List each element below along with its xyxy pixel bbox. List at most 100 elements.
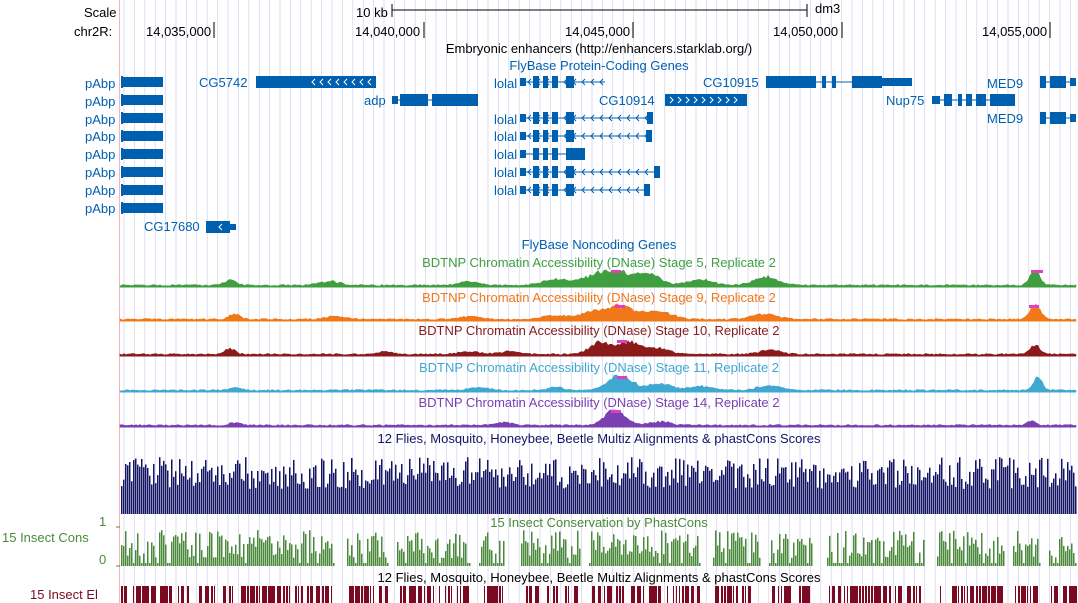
multiz-bar [771,485,773,514]
track-title-dnase-stage5[interactable]: BDTNP Chromatin Accessibility (DNase) St… [422,255,776,270]
multiz-bar [181,473,183,514]
conserved-element [445,586,446,603]
multiz-bar [1075,486,1077,514]
conserved-element [241,586,244,603]
gene-exon [533,112,539,124]
multiz-bar [925,477,927,514]
gene-label-med9[interactable]: MED9 [987,111,1024,126]
gene-label-cg10915[interactable]: CG10915 [703,75,759,90]
multiz-bar [293,459,295,514]
multiz-bar [639,459,641,514]
conserved-element [322,586,324,603]
gene-label-lolal[interactable]: lolal [494,129,518,144]
phastcons-bar [729,549,731,566]
gene-strand-arrow [635,114,640,122]
phastcons-bar [613,534,615,566]
conserved-element [415,586,416,603]
gene-label-cg5742[interactable]: CG5742 [199,75,248,90]
phastcons-bar [425,563,427,566]
gene-label-lolal[interactable]: lolal [494,147,518,162]
phastcons-bar [573,554,575,566]
track-title-dnase-stage14[interactable]: BDTNP Chromatin Accessibility (DNase) St… [418,395,780,410]
gene-label-pabp[interactable]: pAbp [85,76,116,91]
track-title-multiz[interactable]: 12 Flies, Mosquito, Honeybee, Beetle Mul… [377,431,821,446]
gene-label-pabp[interactable]: pAbp [85,94,116,109]
multiz-bar [841,469,843,514]
phastcons-bar [533,543,535,566]
multiz-bar [865,460,867,514]
multiz-bar [1031,474,1033,514]
conserved-element [745,586,746,603]
phastcons-bar [921,563,923,566]
conserved-element [643,586,644,603]
gene-label-cg17680[interactable]: CG17680 [144,219,200,234]
phastcons-bar [367,538,369,566]
gene-label-pabp[interactable]: pAbp [85,147,116,162]
multiz-bar [737,468,739,514]
multiz-bar [975,460,977,514]
gene-strand-arrow [617,186,622,194]
conserved-element [1057,586,1058,603]
conserved-element [598,586,601,603]
gene-exon [533,184,539,196]
phastcons-bar [1023,563,1025,566]
conserved-element [133,586,134,603]
multiz-bar [515,477,517,514]
track-title-dnase-stage9[interactable]: BDTNP Chromatin Accessibility (DNase) St… [422,290,776,305]
gene-strand-arrow [367,78,372,86]
conserved-element [274,586,275,603]
conserved-element [385,586,388,603]
conserved-element [430,586,431,603]
phastcons-bar [303,531,305,566]
gene-label-pabp[interactable]: pAbp [85,129,116,144]
gene-label-cg10914[interactable]: CG10914 [599,93,655,108]
gene-label-pabp[interactable]: pAbp [85,201,116,216]
phastcons-bar [405,563,407,566]
gene-label-adp[interactable]: adp [364,93,386,108]
phastcons-bar [749,563,751,566]
phastcons-bar [597,532,599,566]
phastcons-bar [325,542,327,566]
phastcons-bar [357,533,359,566]
gene-label-nup75[interactable]: Nup75 [886,93,925,108]
multiz-bar [649,487,651,514]
multiz-bar [701,481,703,514]
gene-label-lolal[interactable]: lolal [494,183,518,198]
gene-label-lolal[interactable]: lolal [494,76,518,91]
track-title-enhancers[interactable]: Embryonic enhancers (http://enhancers.st… [445,41,753,56]
side-label-insect-el[interactable]: 15 Insect El [30,587,98,602]
multiz-bar [987,479,989,514]
conserved-element [136,586,139,603]
track-title-multiz-2[interactable]: 12 Flies, Mosquito, Honeybee, Beetle Mul… [377,570,821,585]
multiz-bar [727,460,729,514]
phastcons-bar [441,557,443,566]
phastcons-bar [537,538,539,566]
phastcons-bar [319,553,321,566]
track-title-dnase-stage11[interactable]: BDTNP Chromatin Accessibility (DNase) St… [418,360,780,375]
track-title-dnase-stage10[interactable]: BDTNP Chromatin Accessibility (DNase) St… [418,323,780,338]
track-title-phastcons[interactable]: 15 Insect Conservation by PhastCons [490,515,708,530]
gene-label-pabp[interactable]: pAbp [85,112,116,127]
gene-label-lolal[interactable]: lolal [494,112,518,127]
multiz-bar [1061,458,1063,514]
phastcons-bar [203,557,205,566]
phastcons-bar [805,545,807,566]
multiz-bar [251,470,253,514]
phastcons-bar [987,555,989,566]
conserved-element [466,586,469,603]
track-title-noncoding-genes[interactable]: FlyBase Noncoding Genes [521,237,677,252]
gene-label-lolal[interactable]: lolal [494,165,518,180]
multiz-bar [151,484,153,514]
gene-label-pabp[interactable]: pAbp [85,165,116,180]
gene-label-med9[interactable]: MED9 [987,76,1024,91]
phastcons-bar [719,532,721,566]
gene-label-pabp[interactable]: pAbp [85,183,116,198]
phastcons-bar [903,545,905,566]
side-label-insect-cons[interactable]: 15 Insect Cons [2,530,89,545]
multiz-bar [439,480,441,514]
multiz-bar [759,458,761,514]
multiz-bar [425,472,427,514]
multiz-bar [309,468,311,514]
track-title-coding-genes[interactable]: FlyBase Protein-Coding Genes [509,58,689,73]
multiz-bar [183,476,185,514]
